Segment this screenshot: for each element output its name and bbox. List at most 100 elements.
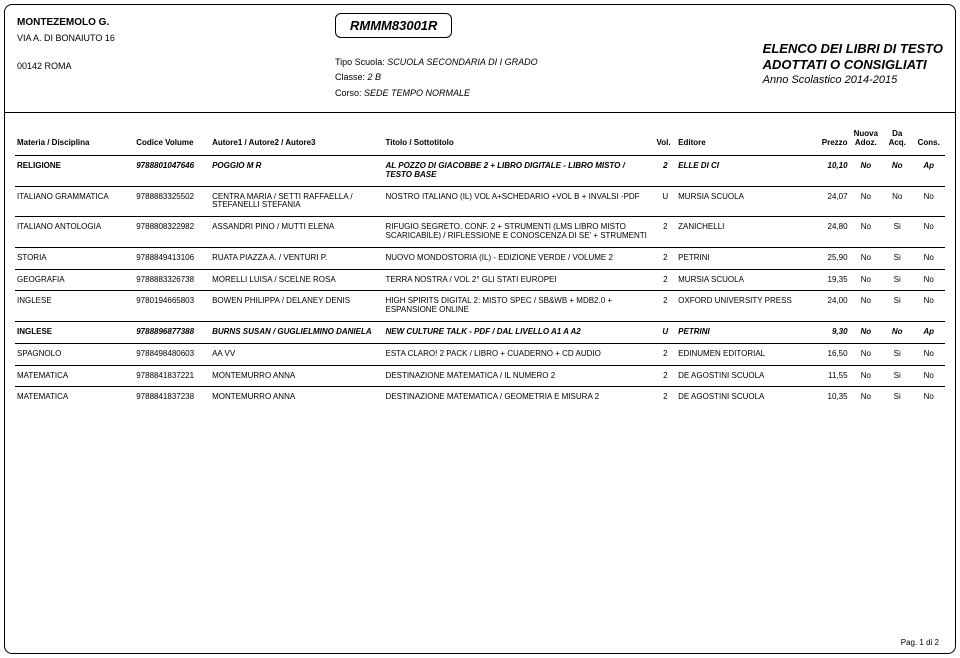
th-prezzo: Prezzo	[806, 127, 849, 156]
table-row: MATEMATICA9788841837238MONTEMURRO ANNADE…	[15, 387, 945, 408]
table-row: INGLESE9780194665803BOWEN PHILIPPA / DEL…	[15, 291, 945, 322]
cell-autore: BURNS SUSAN / GUGLIELMINO DANIELA	[210, 321, 383, 343]
cell-cons: No	[912, 269, 945, 291]
cell-vol: U	[654, 321, 676, 343]
cell-nuova: No	[850, 365, 883, 387]
table-row: INGLESE9788896877388BURNS SUSAN / GUGLIE…	[15, 321, 945, 343]
cell-autore: POGGIO M R	[210, 156, 383, 187]
cell-materia: ITALIANO ANTOLOGIA	[15, 217, 134, 248]
cell-cons: No	[912, 217, 945, 248]
cell-prezzo: 19,35	[806, 269, 849, 291]
cell-materia: GEOGRAFIA	[15, 269, 134, 291]
title-line2: ADOTTATI O CONSIGLIATI	[763, 57, 943, 73]
cell-da: No	[882, 321, 912, 343]
cell-autore: ASSANDRI PINO / MUTTI ELENA	[210, 217, 383, 248]
cell-materia: ITALIANO GRAMMATICA	[15, 186, 134, 217]
school-block: MONTEZEMOLO G. VIA A. DI BONAIUTO 16 001…	[17, 15, 115, 74]
table-row: STORIA9788849413106RUATA PIAZZA A. / VEN…	[15, 247, 945, 269]
th-cons: Cons.	[912, 127, 945, 156]
body: Materia / Disciplina Codice Volume Autor…	[5, 113, 955, 408]
cell-titolo: ESTA CLARO! 2 PACK / LIBRO + CUADERNO + …	[384, 343, 655, 365]
cell-cons: No	[912, 247, 945, 269]
cell-editore: ELLE DI CI	[676, 156, 806, 187]
cell-codice: 9788896877388	[134, 321, 210, 343]
cell-da: Si	[882, 217, 912, 248]
corso-label: Corso:	[335, 88, 362, 98]
cell-autore: BOWEN PHILIPPA / DELANEY DENIS	[210, 291, 383, 322]
table-row: ITALIANO ANTOLOGIA9788808322982ASSANDRI …	[15, 217, 945, 248]
th-da: Da Acq.	[882, 127, 912, 156]
cell-vol: 2	[654, 217, 676, 248]
cell-vol: 2	[654, 247, 676, 269]
cell-editore: ZANICHELLI	[676, 217, 806, 248]
school-name: MONTEZEMOLO G.	[17, 15, 115, 31]
cell-codice: 9788841837221	[134, 365, 210, 387]
cell-da: Si	[882, 291, 912, 322]
table-row: ITALIANO GRAMMATICA9788883325502CENTRA M…	[15, 186, 945, 217]
doc-code: RMMM83001R	[335, 13, 452, 38]
meta-block: Tipo Scuola: SCUOLA SECONDARIA DI I GRAD…	[335, 55, 538, 101]
th-editore: Editore	[676, 127, 806, 156]
cell-codice: 9788841837238	[134, 387, 210, 408]
table-row: RELIGIONE9788801047646POGGIO M RAL POZZO…	[15, 156, 945, 187]
cell-codice: 9788883326738	[134, 269, 210, 291]
cell-editore: OXFORD UNIVERSITY PRESS	[676, 291, 806, 322]
table-body: RELIGIONE9788801047646POGGIO M RAL POZZO…	[15, 156, 945, 409]
cell-nuova: No	[850, 247, 883, 269]
th-materia: Materia / Disciplina	[15, 127, 134, 156]
cell-vol: 2	[654, 343, 676, 365]
th-codice: Codice Volume	[134, 127, 210, 156]
cell-prezzo: 25,90	[806, 247, 849, 269]
cell-cons: No	[912, 365, 945, 387]
cell-vol: U	[654, 186, 676, 217]
cell-codice: 9780194665803	[134, 291, 210, 322]
tipo-label: Tipo Scuola:	[335, 57, 385, 67]
cell-autore: RUATA PIAZZA A. / VENTURI P.	[210, 247, 383, 269]
title-block: ELENCO DEI LIBRI DI TESTO ADOTTATI O CON…	[763, 41, 943, 86]
cell-titolo: AL POZZO DI GIACOBBE 2 + LIBRO DIGITALE …	[384, 156, 655, 187]
cell-da: Si	[882, 343, 912, 365]
header: MONTEZEMOLO G. VIA A. DI BONAIUTO 16 001…	[5, 5, 955, 113]
cell-codice: 9788801047646	[134, 156, 210, 187]
tipo-value: SCUOLA SECONDARIA DI I GRADO	[387, 57, 537, 67]
cell-prezzo: 10,35	[806, 387, 849, 408]
cell-editore: PETRINI	[676, 321, 806, 343]
table-row: MATEMATICA9788841837221MONTEMURRO ANNADE…	[15, 365, 945, 387]
cell-prezzo: 10,10	[806, 156, 849, 187]
cell-prezzo: 24,00	[806, 291, 849, 322]
cell-nuova: No	[850, 156, 883, 187]
page-frame: MONTEZEMOLO G. VIA A. DI BONAIUTO 16 001…	[4, 4, 956, 654]
cell-autore: MORELLI LUISA / SCELNE ROSA	[210, 269, 383, 291]
cell-nuova: No	[850, 343, 883, 365]
cell-titolo: DESTINAZIONE MATEMATICA / GEOMETRIA E MI…	[384, 387, 655, 408]
cell-nuova: No	[850, 217, 883, 248]
cell-vol: 2	[654, 365, 676, 387]
cell-titolo: NOSTRO ITALIANO (IL) VOL A+SCHEDARIO +VO…	[384, 186, 655, 217]
page-footer: Pag. 1 di 2	[901, 638, 939, 647]
cell-titolo: HIGH SPIRITS DIGITAL 2: MISTO SPEC / SB&…	[384, 291, 655, 322]
cell-cons: Ap	[912, 156, 945, 187]
cell-vol: 2	[654, 291, 676, 322]
th-nuova: Nuova Adoz.	[850, 127, 883, 156]
cell-cons: No	[912, 291, 945, 322]
cell-materia: STORIA	[15, 247, 134, 269]
cell-da: No	[882, 186, 912, 217]
cell-materia: MATEMATICA	[15, 365, 134, 387]
cell-materia: MATEMATICA	[15, 387, 134, 408]
cell-autore: AA VV	[210, 343, 383, 365]
cell-da: Si	[882, 387, 912, 408]
school-address2: 00142 ROMA	[17, 59, 115, 73]
cell-autore: MONTEMURRO ANNA	[210, 387, 383, 408]
cell-titolo: TERRA NOSTRA / VOL 2° GLI STATI EUROPEI	[384, 269, 655, 291]
th-autore: Autore1 / Autore2 / Autore3	[210, 127, 383, 156]
cell-editore: PETRINI	[676, 247, 806, 269]
cell-prezzo: 24,07	[806, 186, 849, 217]
cell-codice: 9788808322982	[134, 217, 210, 248]
cell-codice: 9788498480603	[134, 343, 210, 365]
cell-cons: No	[912, 387, 945, 408]
cell-editore: DE AGOSTINI SCUOLA	[676, 387, 806, 408]
cell-codice: 9788883325502	[134, 186, 210, 217]
title-line1: ELENCO DEI LIBRI DI TESTO	[763, 41, 943, 57]
cell-da: No	[882, 156, 912, 187]
cell-nuova: No	[850, 291, 883, 322]
